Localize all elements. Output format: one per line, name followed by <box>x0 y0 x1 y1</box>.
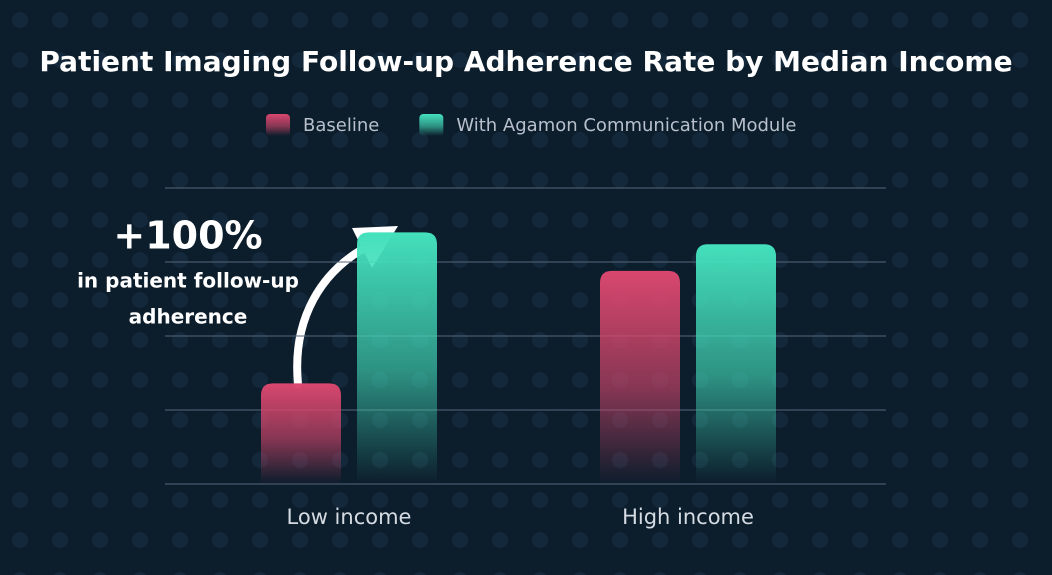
legend-swatch <box>419 114 444 136</box>
bar <box>600 270 680 484</box>
x-tick-label: Low income <box>287 505 412 529</box>
legend-swatch <box>266 114 290 136</box>
annotation-arrow <box>293 240 376 388</box>
x-tick-label: High income <box>622 505 754 529</box>
annotation-text: adherence <box>129 305 248 329</box>
bar <box>261 383 341 484</box>
bar <box>696 244 776 484</box>
legend-label: Baseline <box>303 115 379 136</box>
chart-title: Patient Imaging Follow-up Adherence Rate… <box>39 45 1012 78</box>
legend-label: With Agamon Communication Module <box>456 115 796 136</box>
annotation-text: in patient follow-up <box>77 269 299 293</box>
annotation-headline: +100% <box>113 214 262 258</box>
bar <box>357 232 437 484</box>
